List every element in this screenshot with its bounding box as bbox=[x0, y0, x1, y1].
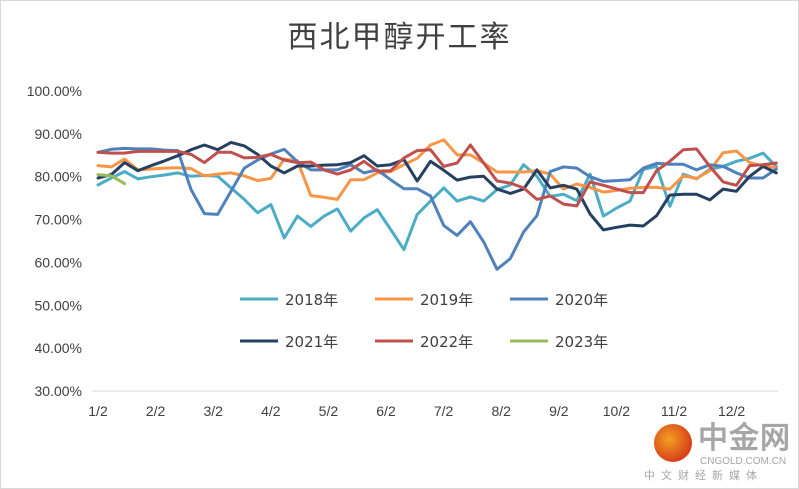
x-tick-label: 12/2 bbox=[718, 403, 745, 419]
legend-item: 2019年 bbox=[375, 291, 473, 309]
legend-label: 2023年 bbox=[555, 333, 608, 351]
x-tick-label: 10/2 bbox=[603, 403, 630, 419]
y-tick-label: 100.00% bbox=[27, 83, 82, 99]
legend-item: 2018年 bbox=[240, 291, 338, 309]
logo-url: CNGOLD.COM.CN bbox=[700, 456, 787, 467]
legend-label: 2018年 bbox=[285, 291, 338, 309]
x-axis: 1/2 2/2 3/2 4/2 5/2 6/2 7/2 8/2 9/2 10/2 11/2 12/2 bbox=[88, 390, 778, 419]
y-tick-label: 70.00% bbox=[35, 212, 82, 228]
series-line-2023 bbox=[96, 173, 127, 186]
series-lines bbox=[96, 138, 778, 271]
x-tick-label: 9/2 bbox=[549, 403, 569, 419]
logo-name: 中金网 bbox=[698, 421, 791, 456]
y-tick-label: 90.00% bbox=[35, 126, 82, 142]
legend-label: 2020年 bbox=[555, 291, 608, 309]
legend-label: 2019年 bbox=[420, 291, 473, 309]
legend-item: 2021年 bbox=[240, 333, 338, 351]
x-tick-label: 4/2 bbox=[261, 403, 281, 419]
y-axis: 100.00% 90.00% 80.00% 70.00% 60.00% 50.00% 40.… bbox=[27, 83, 82, 399]
chart-title: 西北甲醇开工率 bbox=[287, 20, 512, 55]
legend-label: 2021年 bbox=[285, 333, 338, 351]
series-line-2021 bbox=[96, 140, 778, 232]
x-tick-label: 7/2 bbox=[434, 403, 454, 419]
x-tick-label: 1/2 bbox=[88, 403, 108, 419]
x-tick-label: 8/2 bbox=[491, 403, 511, 419]
cngold-watermark-logo: 中金网 CNGOLD.COM.CN 中文财经新媒体 bbox=[642, 424, 792, 486]
legend-item: 2022年 bbox=[375, 333, 473, 351]
legend-label: 2022年 bbox=[420, 333, 473, 351]
legend-item: 2023年 bbox=[510, 333, 608, 351]
logo-tagline: 中文财经新媒体 bbox=[644, 469, 763, 482]
x-tick-label: 6/2 bbox=[376, 403, 396, 419]
y-tick-label: 30.00% bbox=[35, 383, 82, 399]
x-tick-label: 5/2 bbox=[319, 403, 339, 419]
legend-item: 2020年 bbox=[510, 291, 608, 309]
y-tick-label: 40.00% bbox=[35, 340, 82, 356]
y-tick-label: 60.00% bbox=[35, 254, 82, 270]
series-line-2019 bbox=[96, 138, 778, 201]
legend: 2018年 2019年 2020年 2021年 2022年 2023年 bbox=[240, 291, 608, 351]
logo-swirl-icon bbox=[654, 424, 692, 462]
series-line-2022 bbox=[96, 143, 778, 208]
y-tick-label: 80.00% bbox=[35, 169, 82, 185]
x-tick-label: 3/2 bbox=[203, 403, 223, 419]
x-tick-label: 2/2 bbox=[146, 403, 166, 419]
y-tick-label: 50.00% bbox=[35, 297, 82, 313]
series-line-2020 bbox=[96, 146, 778, 271]
x-tick-label: 11/2 bbox=[661, 403, 687, 419]
